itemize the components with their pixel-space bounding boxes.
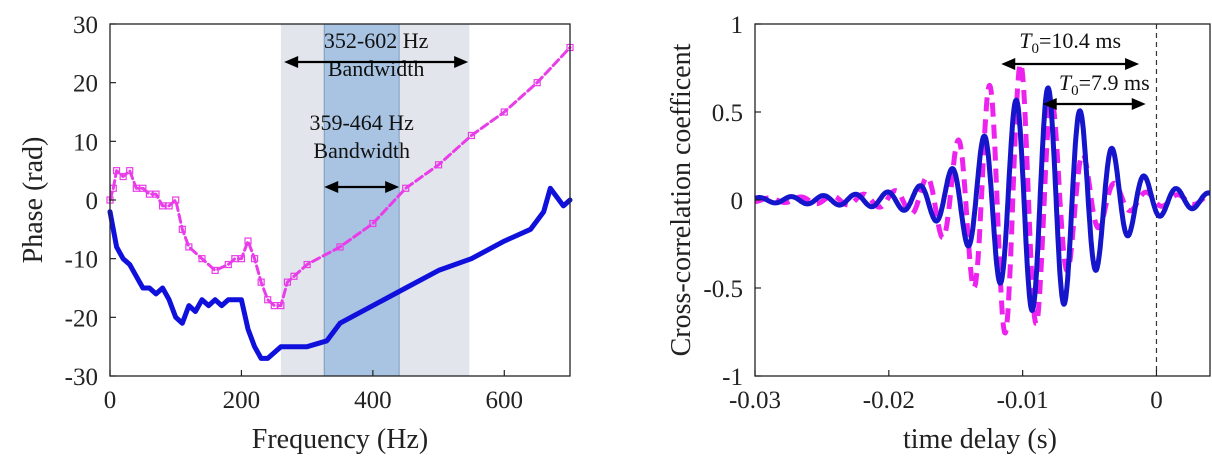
correlation-x-tick-label: -0.01 [997, 387, 1049, 414]
correlation-x-axis-label: time delay (s) [903, 424, 1057, 455]
period-label: T0=10.4 ms [1019, 28, 1121, 57]
phase-marker [250, 255, 259, 263]
phase-y-tick-label: 0 [86, 188, 99, 215]
phase-marker [336, 243, 344, 251]
phase-series-solid [107, 185, 573, 361]
phase-x-tick-label: 400 [354, 387, 392, 414]
phase-marker [224, 260, 232, 269]
bandwidth-label-range: 359-464 Hz [309, 110, 414, 135]
period-arrow-head-left [1042, 98, 1057, 110]
correlation-y-axis-label: Cross-correlation coefficent [666, 43, 697, 356]
phase-marker [211, 266, 219, 274]
bandwidth-arrow-head-left [324, 181, 339, 193]
bandwidth-label-text: Bandwidth [328, 56, 425, 81]
phase-marker [172, 196, 180, 204]
phase-marker [369, 219, 377, 228]
bandwidth-label-text: Bandwidth [313, 138, 410, 163]
phase-chart: 0 200 400 600 -30 -20 -10 0 10 20 30 352-602 Hz Ban… [18, 12, 574, 455]
phase-marker [533, 79, 541, 87]
phase-marker [112, 167, 121, 175]
correlation-series-solid [753, 85, 1212, 313]
phase-x-tick-label: 0 [104, 387, 117, 414]
phase-marker [185, 243, 193, 251]
correlation-y-tick-label: 1 [731, 12, 744, 39]
correlation-y-tick-label: -1 [722, 364, 743, 391]
phase-marker [126, 167, 134, 175]
phase-y-tick-label: 20 [73, 71, 98, 98]
bandwidth-arrow-head-right [454, 56, 469, 68]
phase-y-tick-label: 10 [73, 129, 98, 156]
phase-marker [264, 296, 272, 304]
phase-x-tick-label: 200 [223, 387, 261, 414]
phase-y-tick-label: -30 [65, 364, 98, 391]
phase-marker [303, 260, 311, 269]
phase-marker [500, 108, 508, 116]
correlation-y-tick-label: 0 [731, 188, 744, 215]
bandwidth-label-range: 352-602 Hz [324, 28, 429, 53]
phase-marker [283, 278, 292, 286]
phase-marker [139, 184, 147, 192]
phase-x-axis-label: Frequency (Hz) [252, 424, 428, 455]
period-arrow-head-right [1131, 98, 1146, 110]
narrow-bandwidth-band [323, 23, 400, 377]
phase-marker [178, 225, 186, 233]
period-label: T0=7.9 ms [1059, 70, 1150, 99]
phase-marker [237, 255, 246, 263]
phase-marker [198, 255, 206, 263]
period-arrow-head-right [1125, 58, 1140, 70]
phase-marker [119, 172, 127, 181]
phase-marker [165, 202, 173, 210]
correlation-x-tick-label: -0.02 [863, 387, 915, 414]
bandwidth-arrow-head-right [385, 181, 400, 193]
phase-x-tick-label: 600 [486, 387, 524, 414]
phase-marker [244, 237, 252, 245]
phase-marker [402, 184, 410, 192]
phase-marker [290, 272, 298, 280]
phase-marker [467, 131, 476, 140]
bandwidth-arrow-head-left [284, 56, 299, 68]
correlation-y-tick-label: -0.5 [703, 276, 743, 303]
phase-y-tick-label: -10 [65, 247, 98, 274]
phase-marker [257, 278, 265, 286]
cross-correlation-chart: -0.03 -0.02 -0.01 0 -1 -0.5 0 0.5 1 T0=10.4 ms T0… [666, 12, 1212, 455]
period-arrow-head-left [1001, 58, 1016, 70]
phase-y-tick-label: -20 [65, 305, 98, 332]
phase-y-axis-label: Phase (rad) [18, 137, 49, 264]
correlation-y-tick-label: 0.5 [712, 100, 743, 127]
phase-marker [152, 190, 160, 198]
correlation-x-tick-label: 0 [1150, 387, 1163, 414]
correlation-x-tick-label: -0.03 [729, 387, 781, 414]
phase-marker [277, 302, 285, 310]
phase-marker [434, 161, 443, 169]
phase-y-tick-label: 30 [73, 12, 98, 39]
